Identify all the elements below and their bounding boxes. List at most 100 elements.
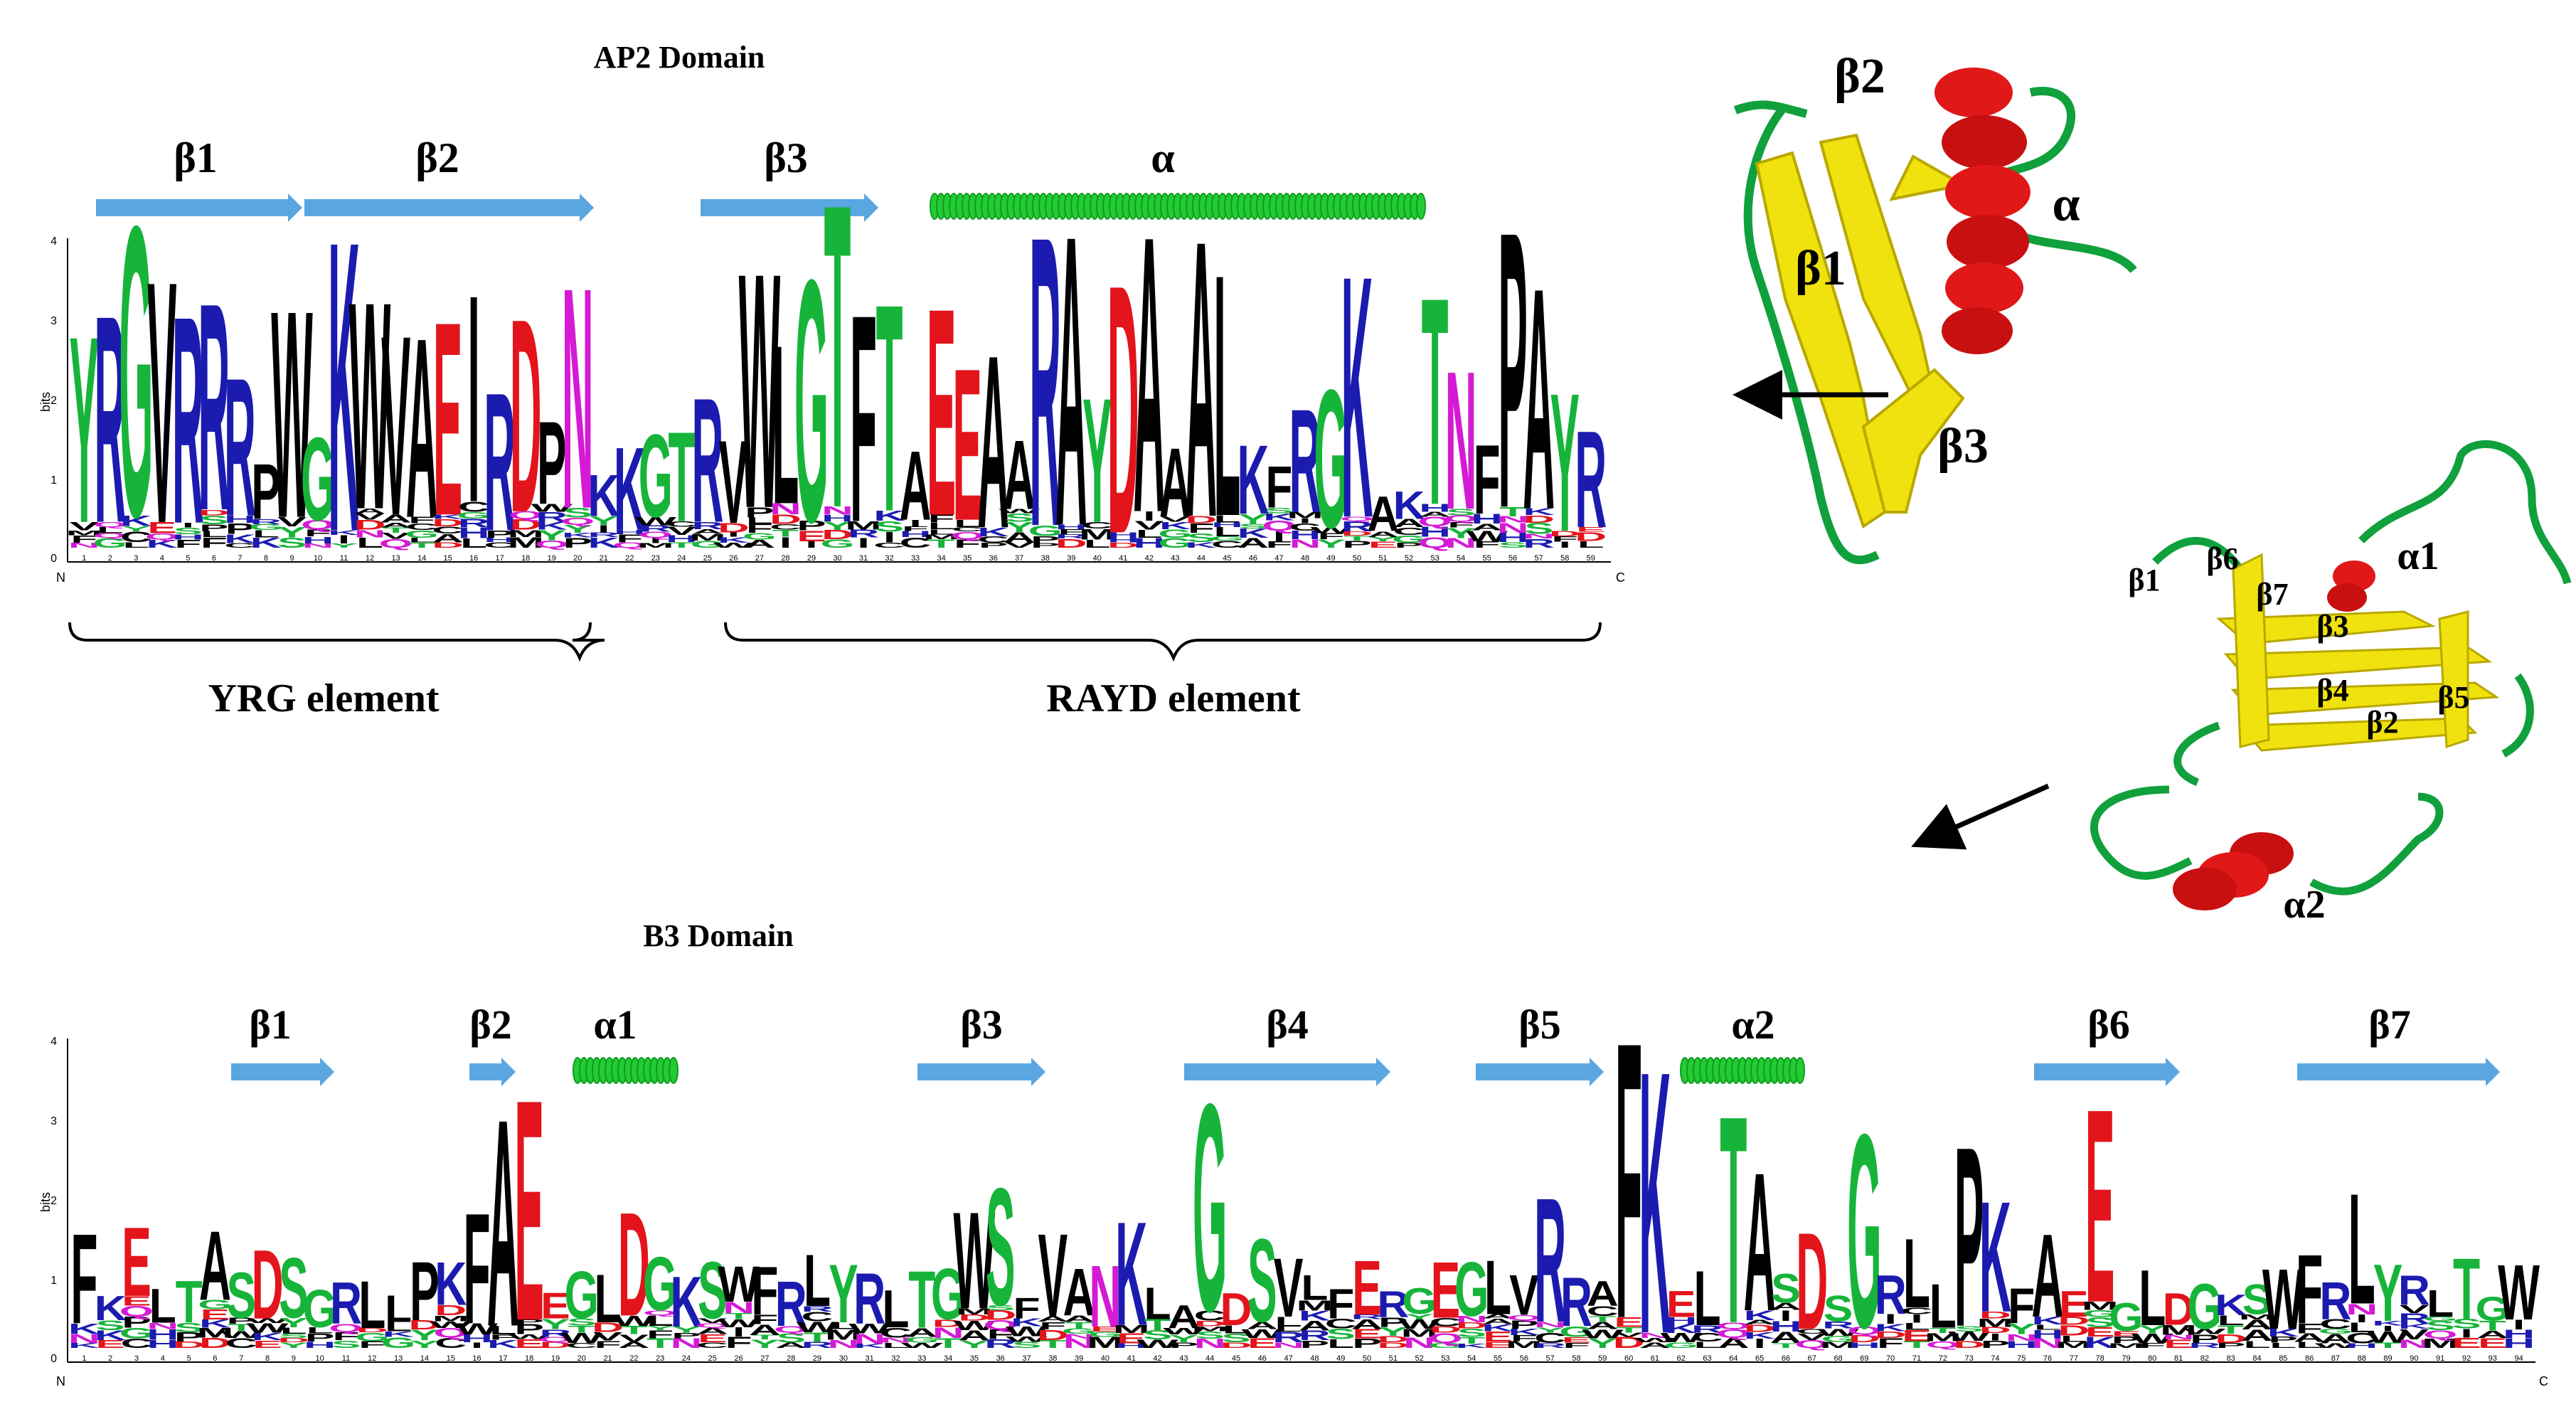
logo-minor-letter: K [1875,1322,1907,1333]
logo-position-index: 49 [1336,1354,1345,1363]
logo-minor-letter: G [119,1325,154,1342]
logo-minor-letter: Y [537,527,567,543]
logo-position-index: 42 [1153,1354,1161,1363]
b3-cartoon-label-alpha1: α1 [2397,534,2439,578]
logo-minor-letter: N [880,1337,912,1344]
logo-minor-letter: F [332,1330,359,1343]
logo-minor-letter: F [1877,1335,1904,1351]
logo-major-letter: R [853,1258,885,1339]
logo-minor-letter: N [723,1299,755,1317]
logo-minor-letter: R [1299,1328,1331,1344]
logo-minor-letter: Y [279,1315,309,1330]
logo-position-index: 15 [443,554,452,563]
logo-minor-letter: Q [1262,517,1296,533]
ap2-secondary-structure: β1 β2 β3 α [96,134,1426,222]
logo-position-index: 6 [212,554,216,563]
b3-beta6-arrow [2034,1058,2180,1086]
logo-major-letter: A [1133,153,1165,595]
logo-position-index: 90 [2410,1354,2418,1363]
logo-minor-letter: D [198,508,230,517]
logo-minor-letter: K [1482,1322,1515,1334]
logo-position-index: 20 [578,1354,586,1363]
logo-major-letter: S [279,1240,309,1337]
logo-minor-letter: Q [1716,1320,1750,1331]
logo-minor-letter: L [1213,513,1240,524]
logo-position-index: 52 [1405,554,1413,563]
logo-minor-letter: N [2006,1332,2038,1343]
logo-minor-letter: Q [1507,1314,1541,1322]
logo-minor-letter: F [1039,1319,1066,1332]
logo-minor-letter: P [1509,1318,1539,1332]
logo-major-letter: N [1445,330,1477,551]
logo-minor-letter: D [1848,1332,1880,1344]
b3-beta1-arrow [231,1058,334,1086]
b3-beta5-arrow [1476,1058,1604,1086]
logo-minor-letter: A [1769,1329,1801,1346]
logo-major-letter: N [562,223,594,575]
logo-major-letter: F [1266,455,1293,521]
logo-minor-letter: L [928,521,955,531]
logo-minor-letter: Q [1716,1327,1750,1340]
logo-minor-letter: M [1287,511,1324,520]
logo-position-index: 31 [859,554,868,563]
logo-minor-letter: F [408,516,435,526]
logo-position-index: 89 [2383,1354,2392,1363]
logo-minor-letter: F [2139,1341,2166,1349]
logo-major-letter: E [1431,1247,1461,1336]
logo-minor-letter: I [883,528,895,546]
logo-minor-letter: R [1272,1329,1304,1346]
b3-ss-label-beta4: β4 [1266,1001,1309,1048]
logo-minor-letter: K [536,520,568,532]
logo-minor-letter: I [2513,1317,2525,1333]
logo-minor-letter: N [354,528,386,540]
logo-minor-letter: H [461,1332,493,1344]
logo-major-letter: T [1720,1055,1747,1386]
logo-position-index: 70 [1886,1354,1895,1363]
logo-major-letter: V [381,282,411,569]
logo-minor-letter: A [380,521,412,528]
logo-major-letter: G [931,1253,965,1334]
logo-position-index: 13 [394,1354,403,1363]
logo-minor-letter: W [999,508,1040,515]
logo-minor-letter: S [331,1338,361,1350]
logo-minor-letter: R [250,518,282,526]
logo-position-index: 93 [2489,1354,2497,1363]
logo-position-index: 14 [420,1354,429,1363]
logo-minor-letter: K [853,1343,885,1349]
logo-minor-letter: T [1065,1320,1092,1330]
logo-position-index: 44 [1205,1354,1214,1363]
logo-minor-letter: I [1989,1331,2001,1342]
logo-major-letter: W [953,1183,995,1338]
logo-minor-letter: P [226,1316,256,1325]
logo-minor-letter: K [2398,1322,2430,1330]
logo-minor-letter: A [1639,1341,1671,1350]
b3-ytick-0: 0 [50,1353,57,1365]
logo-position-index: 53 [1441,1354,1449,1363]
logo-minor-letter: Y [2006,1321,2036,1338]
logo-major-letter: F [70,1207,97,1351]
logo-minor-letter: K [2267,1327,2299,1339]
b3-ss-label-beta2: β2 [469,1001,512,1048]
logo-minor-letter: W [220,1329,262,1341]
logo-minor-letter: W [560,1329,602,1346]
logo-minor-letter: G [820,537,854,551]
logo-position-index: 13 [391,554,400,563]
logo-minor-letter: T [1458,1335,1485,1345]
logo-major-letter: T [668,405,695,549]
logo-major-letter: D [1796,1204,1828,1359]
logo-minor-letter: T [2218,1323,2245,1337]
logo-major-letter: L [1213,203,1240,589]
logo-minor-letter: W [531,501,573,514]
logo-major-letter: T [176,1268,203,1335]
logo-minor-letter: C [121,1336,153,1351]
logo-minor-letter: L [1275,1325,1302,1333]
logo-major-letter: T [2453,1240,2480,1337]
logo-major-letter: P [1954,1093,1984,1380]
logo-minor-letter: Y [959,1339,989,1351]
logo-position-index: 28 [781,554,789,563]
logo-minor-letter: M [1079,526,1116,543]
logo-minor-letter: P [122,1314,151,1331]
logo-minor-letter: Y [671,1325,701,1334]
logo-minor-letter: Y [1368,536,1398,543]
logo-minor-letter: N [853,1331,885,1346]
